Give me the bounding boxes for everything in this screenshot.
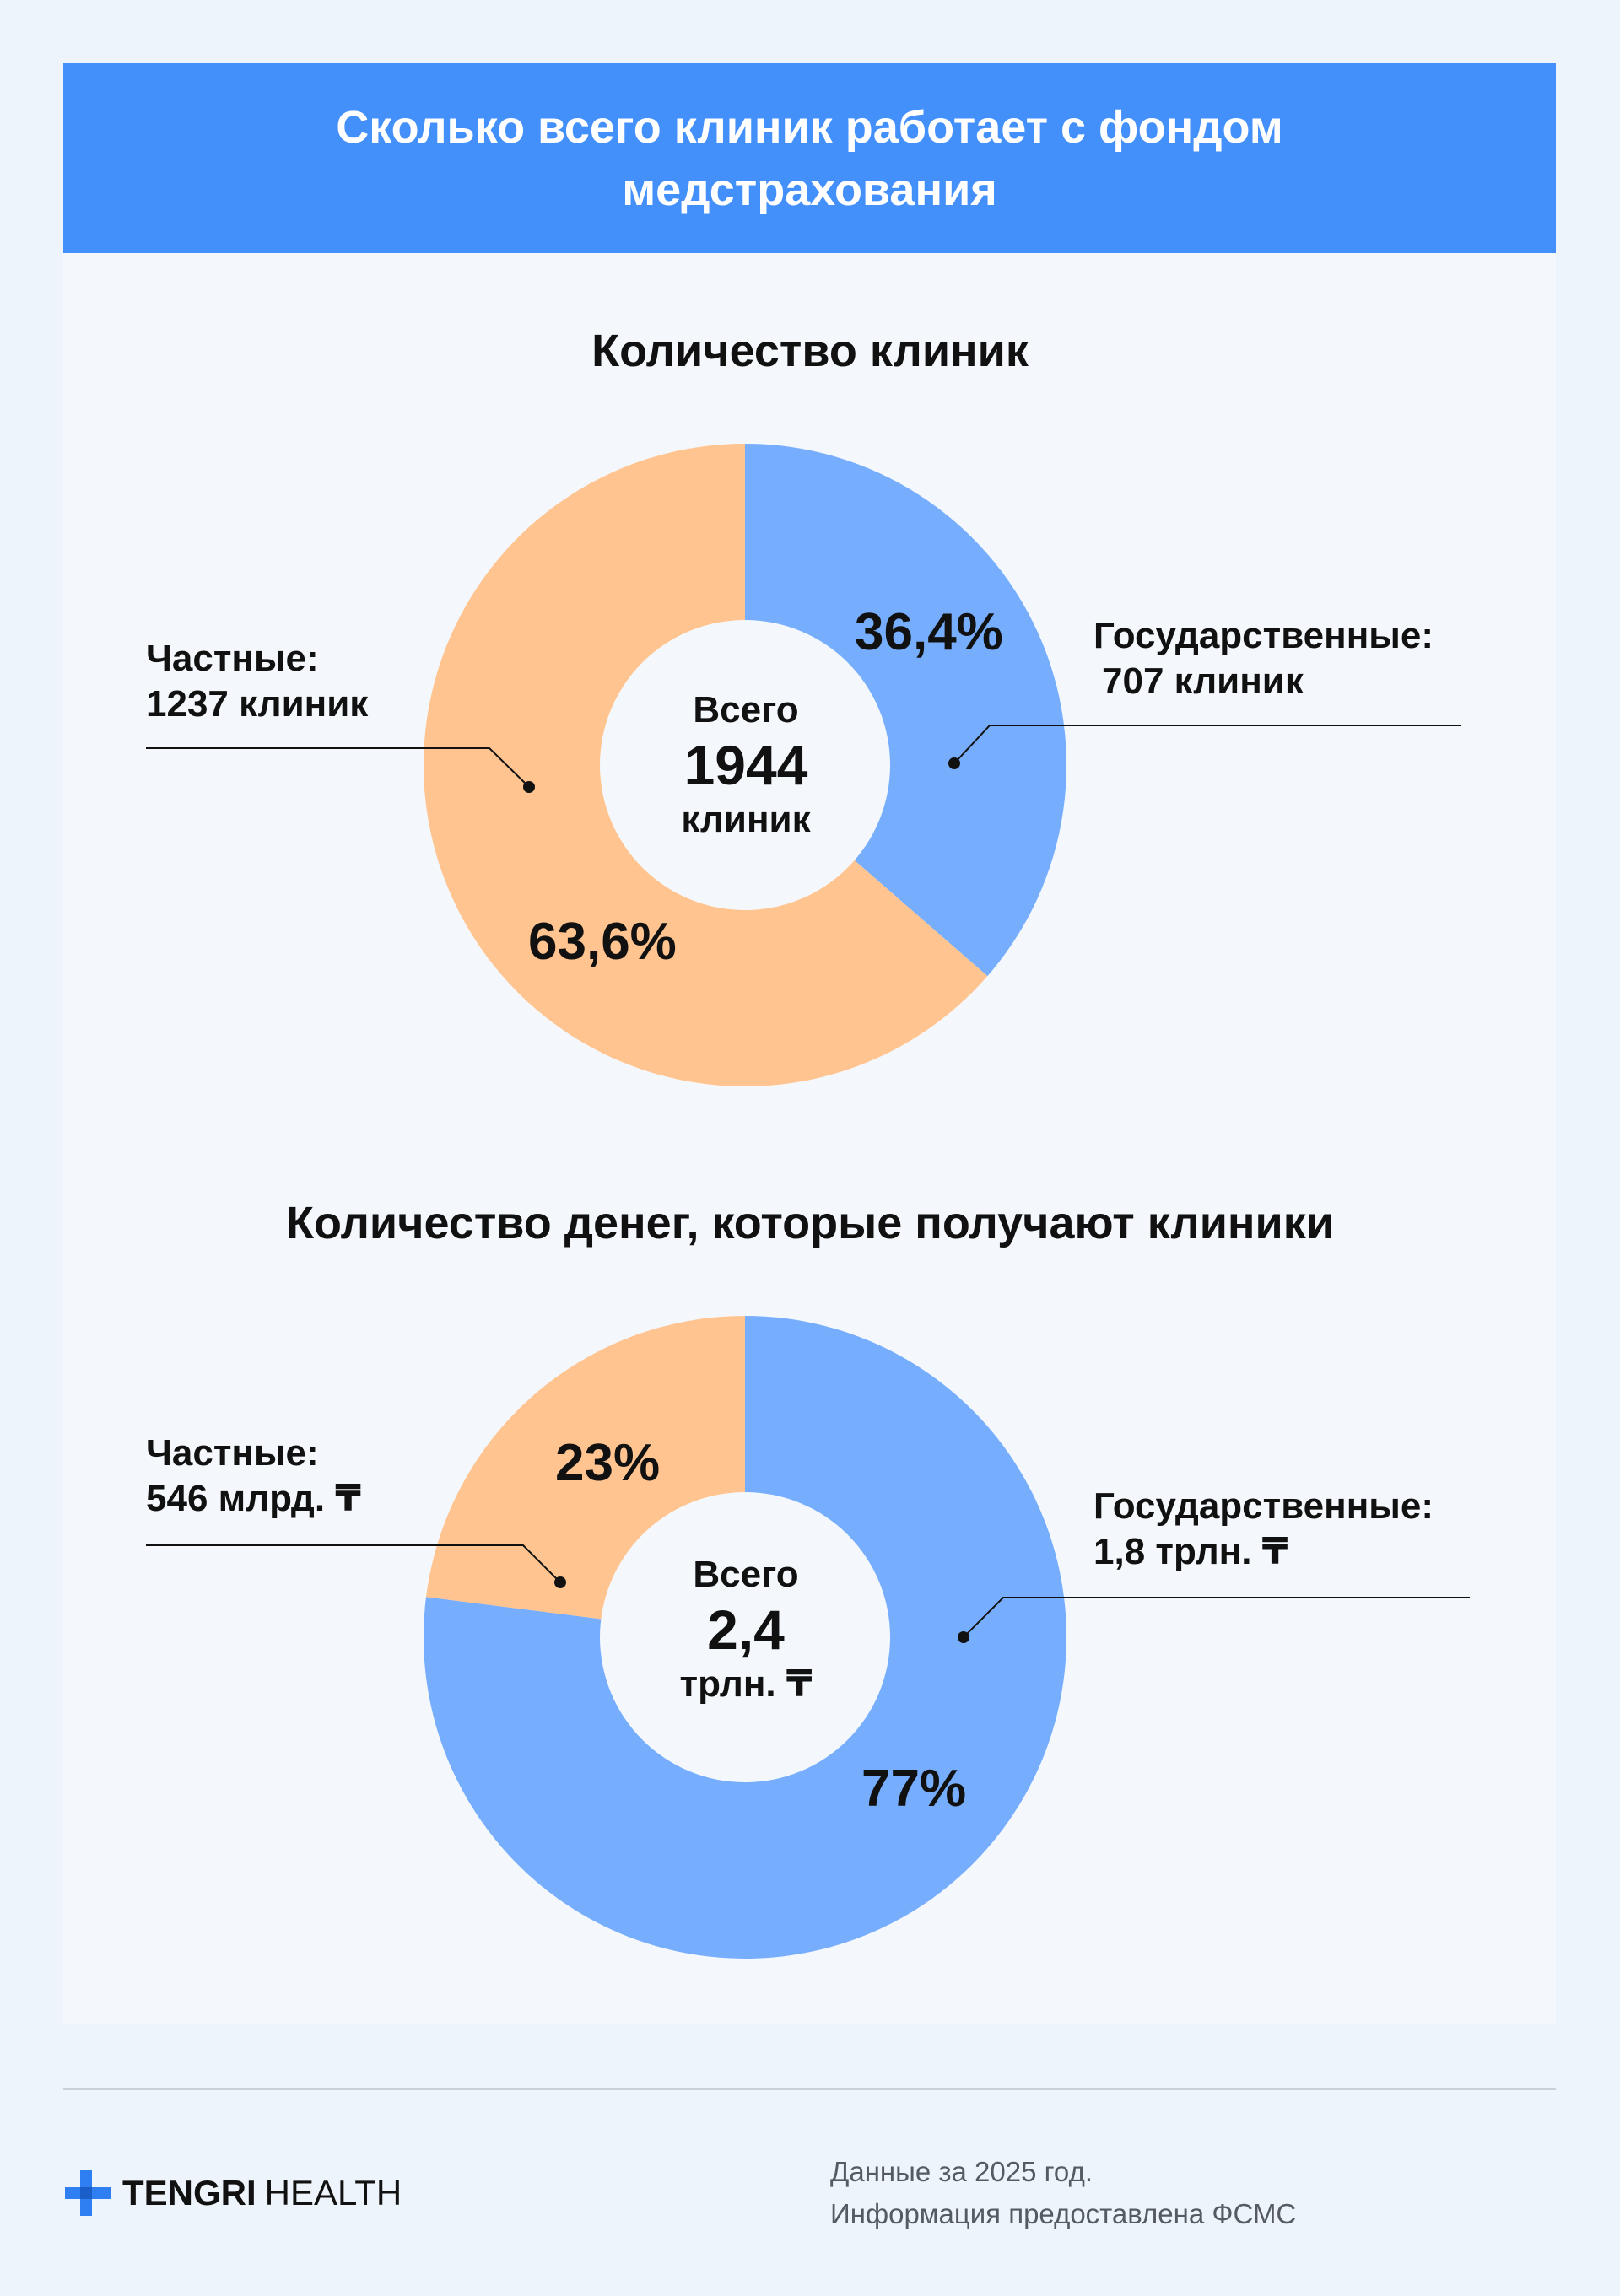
chart-2-public-label-line2: 1,8 трлн. ₸ [1094,1531,1288,1572]
chart-2-leader-line-private [146,1544,561,1583]
chart-2-public-percent: 77% [861,1760,967,1818]
chart-1-title: Количество клиник [591,326,1029,376]
chart-1-public-percent: 36,4% [855,603,1003,661]
footer-divider [63,2088,1556,2090]
medical-cross-icon [65,2170,111,2216]
source-note-line2: Информация предоставлена ФСМС [830,2198,1297,2229]
chart-1-private-label-line1: Частные: [146,638,319,679]
tengri-health-logo: TENGRI HEALTH [63,2168,402,2218]
chart-1-public-label-line1: Государственные: [1094,615,1434,656]
chart-2-center-total: Всего 2,4 трлн. ₸ [619,1550,872,1709]
chart-2-private-percent: 23% [555,1434,661,1492]
chart-2-title: Количество денег, которые получают клини… [286,1198,1334,1248]
chart-2-center-value: 2,4 [707,1598,785,1661]
chart-2-public-label: Государственные: 1,8 трлн. ₸ [1094,1484,1434,1575]
chart-1-leader-line-public [953,725,1461,764]
chart-2-private-label: Частные: 546 млрд. ₸ [146,1431,361,1522]
chart-2-public-label-line1: Государственные: [1094,1485,1434,1527]
chart-2-leader-dot-public [958,1631,969,1643]
chart-2-private-label-line1: Частные: [146,1432,319,1474]
chart-2-private-label-line2: 546 млрд. ₸ [146,1478,361,1519]
chart-2-center-top: Всего [693,1554,799,1595]
chart-1-private-label: Частные: 1237 клиник [146,636,368,727]
chart-1-hole [600,620,890,910]
brand-name-bold: TENGRI [122,2173,256,2212]
chart-2-leader-line-public [963,1597,1470,1638]
chart-1-public-label: Государственные: 707 клиник [1094,613,1434,704]
chart-2-hole [600,1492,890,1782]
chart-1-center-bottom: клиник [681,799,811,840]
chart-1-private-percent: 63,6% [528,913,677,971]
chart-2-center-bottom: трлн. ₸ [679,1663,813,1705]
chart-2-leader-dot-private [554,1576,566,1588]
chart-1-leader-line-private [146,747,530,788]
header-banner: Сколько всего клиник работает с фондом м… [63,63,1556,253]
chart-1-public-label-line2: 707 клиник [1102,660,1304,702]
chart-1-center-value: 1944 [683,734,808,796]
chart-2-donut [146,1316,1470,1959]
chart-1-center-total: Всего 1944 клиник [619,686,872,844]
page-title: Сколько всего клиник работает с фондом м… [336,101,1283,215]
chart-1-leader-dot-private [523,781,535,793]
chart-1-donut [146,444,1461,1087]
chart-1-private-label-line2: 1237 клиник [146,683,369,725]
chart-1-center-top: Всего [693,689,799,730]
brand-name-light: HEALTH [264,2173,402,2212]
chart-1-slice-public [745,444,1066,977]
chart-1-leader-dot-public [948,757,960,769]
source-note: Данные за 2025 год. Информация предостав… [830,2151,1296,2235]
source-note-line1: Данные за 2025 год. [830,2156,1093,2187]
